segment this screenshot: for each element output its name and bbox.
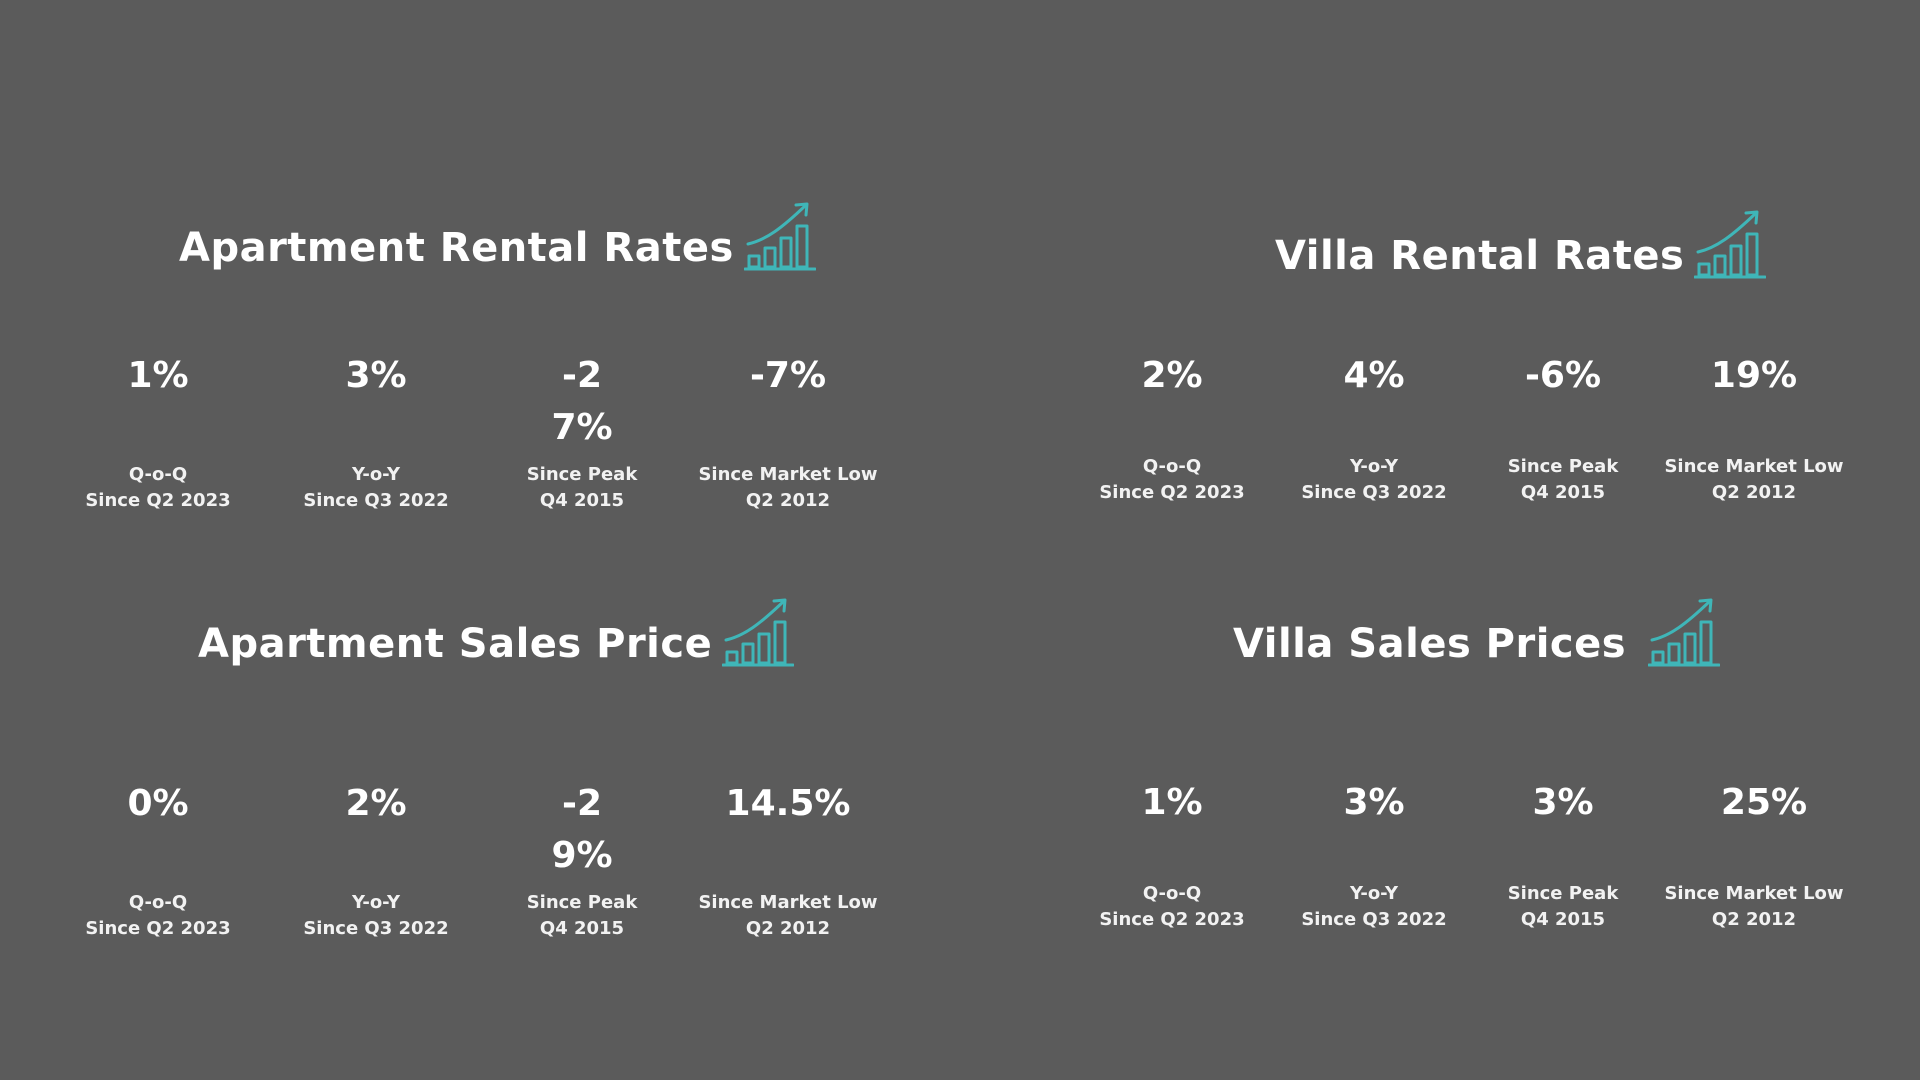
- stat-label: Q-o-Q Since Q2 2023: [1082, 454, 1262, 506]
- stat-label: Since Market Low Q2 2012: [688, 462, 888, 514]
- stat-value: -27%: [551, 355, 613, 448]
- stat-period: Y-o-Y: [351, 464, 401, 485]
- stat-value: 2%: [1141, 355, 1203, 396]
- stat-period: Since Peak: [526, 892, 638, 913]
- stat-value: 14.5%: [725, 783, 851, 824]
- stat-value: 0%: [127, 783, 189, 824]
- stat-since: Q2 2012: [1711, 482, 1797, 503]
- stat-label: Q-o-Q Since Q2 2023: [1082, 881, 1262, 933]
- stat-label: Since Peak Q4 2015: [1473, 454, 1653, 506]
- stat-period: Since Market Low: [698, 892, 878, 913]
- stat-period: Since Peak: [526, 464, 638, 485]
- stat-value: -7%: [749, 355, 827, 396]
- stat-since: Q2 2012: [1711, 909, 1797, 930]
- stat-label: Y-o-Y Since Q3 2022: [286, 462, 466, 514]
- stat-since: Since Q3 2022: [303, 490, 449, 511]
- stat-label: Since Peak Q4 2015: [487, 890, 677, 942]
- stat-value: 25%: [1720, 782, 1808, 823]
- stat-label: Q-o-Q Since Q2 2023: [68, 890, 248, 942]
- panel-title-text: Apartment Sales Price: [198, 621, 713, 667]
- stat-label: Y-o-Y Since Q3 2022: [1284, 881, 1464, 933]
- stat-label: Since Market Low Q2 2012: [1664, 454, 1844, 506]
- stat-value: 4%: [1343, 355, 1405, 396]
- stat-since: Q4 2015: [1520, 909, 1606, 930]
- stat-period: Y-o-Y: [351, 892, 401, 913]
- panel-title: Villa Sales Prices: [1233, 596, 1720, 668]
- stat-period: Since Peak: [1507, 456, 1619, 477]
- panel-title: Apartment Rental Rates: [179, 200, 816, 272]
- stat-since: Q4 2015: [539, 918, 625, 939]
- stat-since: Since Q2 2023: [85, 918, 231, 939]
- stat-label: Since Peak Q4 2015: [1473, 881, 1653, 933]
- stat-since: Since Q2 2023: [1099, 909, 1245, 930]
- stat-period: Q-o-Q: [128, 464, 188, 485]
- stat-since: Q2 2012: [745, 490, 831, 511]
- stat-period: Y-o-Y: [1349, 883, 1399, 904]
- stat-label: Since Market Low Q2 2012: [1654, 881, 1854, 933]
- growth-chart-icon: [1648, 596, 1720, 668]
- stat-period: Since Market Low: [1664, 456, 1844, 477]
- stat-since: Since Q3 2022: [303, 918, 449, 939]
- panel-title-text: Villa Sales Prices: [1233, 621, 1627, 667]
- stat-period: Q-o-Q: [1142, 883, 1202, 904]
- stat-period: Q-o-Q: [128, 892, 188, 913]
- stat-period: Y-o-Y: [1349, 456, 1399, 477]
- stat-label: Q-o-Q Since Q2 2023: [68, 462, 248, 514]
- stat-period: Since Market Low: [698, 464, 878, 485]
- stat-since: Since Q3 2022: [1301, 909, 1447, 930]
- stat-value: -29%: [551, 783, 613, 876]
- stat-value: 3%: [1343, 782, 1405, 823]
- stat-since: Q2 2012: [745, 918, 831, 939]
- growth-chart-icon: [722, 596, 794, 668]
- stat-value: 1%: [1141, 782, 1203, 823]
- growth-chart-icon: [744, 200, 816, 272]
- growth-chart-icon: [1694, 208, 1766, 280]
- stat-period: Since Market Low: [1664, 883, 1844, 904]
- stat-value: 19%: [1710, 355, 1798, 396]
- stat-value: 3%: [1532, 782, 1594, 823]
- stat-label: Y-o-Y Since Q3 2022: [286, 890, 466, 942]
- panel-title: Villa Rental Rates: [1275, 208, 1766, 280]
- stat-value: -6%: [1524, 355, 1602, 396]
- stat-value: 3%: [345, 355, 407, 396]
- stat-value: 2%: [345, 783, 407, 824]
- stat-period: Q-o-Q: [1142, 456, 1202, 477]
- stat-since: Since Q3 2022: [1301, 482, 1447, 503]
- stat-label: Since Peak Q4 2015: [487, 462, 677, 514]
- stat-since: Q4 2015: [1520, 482, 1606, 503]
- stat-since: Since Q2 2023: [1099, 482, 1245, 503]
- panel-title-text: Villa Rental Rates: [1275, 233, 1685, 279]
- stat-period: Since Peak: [1507, 883, 1619, 904]
- panel-title: Apartment Sales Price: [198, 596, 794, 668]
- stat-since: Since Q2 2023: [85, 490, 231, 511]
- stat-value: 1%: [127, 355, 189, 396]
- stat-label: Y-o-Y Since Q3 2022: [1284, 454, 1464, 506]
- stat-label: Since Market Low Q2 2012: [683, 890, 893, 942]
- stat-since: Q4 2015: [539, 490, 625, 511]
- panel-title-text: Apartment Rental Rates: [179, 225, 734, 271]
